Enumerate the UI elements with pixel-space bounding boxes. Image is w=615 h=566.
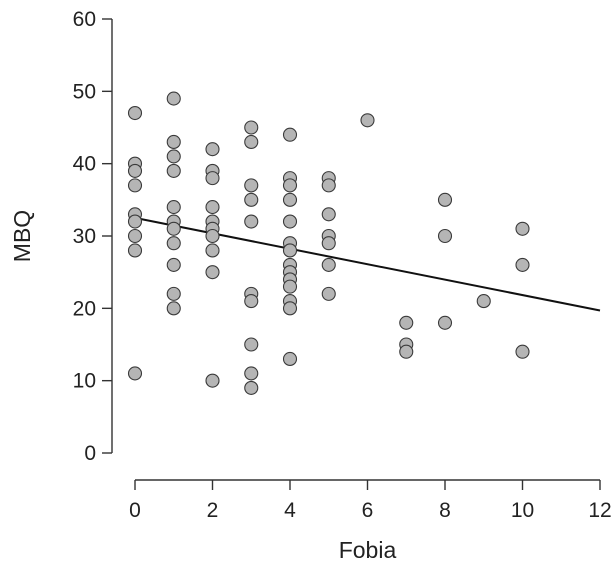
data-point xyxy=(282,192,298,207)
data-point xyxy=(244,294,259,309)
data-point xyxy=(282,301,298,316)
data-point xyxy=(127,366,143,381)
data-point xyxy=(205,265,220,280)
data-point xyxy=(282,279,298,294)
data-point xyxy=(282,351,298,367)
x-tick-label: 8 xyxy=(439,499,451,522)
data-points xyxy=(127,91,530,395)
y-tick-label: 40 xyxy=(73,153,96,176)
data-point xyxy=(244,337,259,352)
data-point xyxy=(437,315,453,330)
data-point xyxy=(437,192,453,207)
data-point xyxy=(244,366,259,381)
data-point xyxy=(166,257,181,272)
y-tick-label: 0 xyxy=(84,442,96,465)
y-axis-label: MBQ xyxy=(9,210,35,262)
data-point xyxy=(244,214,259,229)
regression-line-group xyxy=(134,216,601,312)
x-tick-label: 4 xyxy=(284,499,296,522)
data-point xyxy=(321,257,336,272)
x-tick-label: 6 xyxy=(362,499,374,522)
data-point xyxy=(476,294,491,309)
y-tick-label: 50 xyxy=(73,80,96,103)
data-point xyxy=(205,200,220,215)
data-point xyxy=(321,286,336,301)
data-point xyxy=(127,105,143,121)
data-point xyxy=(437,228,453,244)
data-point xyxy=(205,243,220,258)
data-point xyxy=(127,243,143,258)
data-point xyxy=(321,207,336,222)
data-point xyxy=(166,163,181,178)
data-point xyxy=(127,163,143,178)
data-point xyxy=(244,178,259,193)
data-point xyxy=(205,171,220,186)
data-point xyxy=(399,344,414,359)
x-tick-label: 0 xyxy=(129,499,141,522)
data-point xyxy=(321,236,336,251)
y-tick-label: 60 xyxy=(73,8,96,31)
data-point xyxy=(205,142,220,157)
data-point xyxy=(282,243,298,258)
data-point xyxy=(282,214,298,229)
data-point xyxy=(515,344,530,359)
data-point xyxy=(166,200,181,215)
data-point xyxy=(127,178,143,193)
x-tick-label: 10 xyxy=(511,499,534,522)
x-tick-label: 12 xyxy=(588,499,611,522)
data-point xyxy=(515,257,530,272)
data-point xyxy=(166,236,181,251)
y-tick-label: 30 xyxy=(73,225,96,248)
x-axis-label: Fobia xyxy=(339,537,397,563)
data-point xyxy=(244,134,259,150)
data-point xyxy=(515,221,530,236)
data-point xyxy=(127,214,143,229)
data-point xyxy=(244,380,259,395)
data-point xyxy=(127,228,143,244)
data-point xyxy=(244,192,259,207)
data-point xyxy=(166,286,181,301)
x-axis: 0 2 4 6 8 10 12 xyxy=(129,479,612,522)
y-axis: 0 10 20 30 40 50 60 xyxy=(73,8,113,465)
y-tick-label: 20 xyxy=(73,297,96,320)
data-point xyxy=(166,301,181,316)
data-point xyxy=(166,91,181,106)
data-point xyxy=(205,373,220,388)
data-point xyxy=(282,178,298,193)
regression-line xyxy=(134,216,601,312)
data-point xyxy=(282,127,298,142)
data-point xyxy=(205,228,220,244)
data-point xyxy=(360,113,375,128)
data-point xyxy=(166,221,181,236)
x-tick-label: 2 xyxy=(207,499,219,522)
data-point xyxy=(321,178,336,193)
y-tick-label: 10 xyxy=(73,370,96,393)
data-point xyxy=(166,134,181,150)
data-point xyxy=(166,149,181,164)
data-point xyxy=(399,315,414,330)
data-point xyxy=(244,120,259,135)
